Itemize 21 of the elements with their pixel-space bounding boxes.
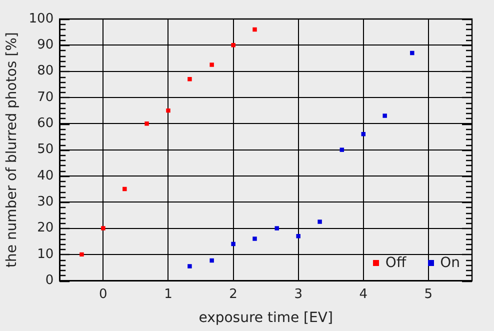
y-axis-title: the number of blurred photos [%] (4, 32, 20, 268)
x-tick-label: 0 (99, 286, 108, 302)
y-tick-label: 90 (37, 38, 54, 53)
y-tick-label: 0 (45, 272, 54, 288)
x-axis-title: exposure time [EV] (198, 310, 333, 326)
y-tick-label: 40 (37, 168, 54, 184)
x-tick-label: 4 (359, 286, 368, 302)
x-tick-label: 2 (229, 286, 238, 302)
y-tick-label: 60 (37, 116, 54, 132)
y-tick-label: 100 (28, 11, 54, 26)
y-tick-label: 70 (37, 90, 54, 105)
y-tick-label: 50 (37, 142, 54, 158)
x-tick-label: 3 (294, 286, 302, 302)
x-tick-label: 1 (164, 286, 172, 302)
x-tick-label: 5 (424, 286, 433, 302)
legend-label: On (440, 254, 460, 271)
y-tick-label: 30 (37, 194, 54, 210)
y-tick-label: 80 (37, 64, 54, 79)
y-tick-label: 10 (37, 246, 54, 262)
y-tick-label: 20 (37, 220, 54, 236)
legend-label: Off (385, 254, 406, 271)
